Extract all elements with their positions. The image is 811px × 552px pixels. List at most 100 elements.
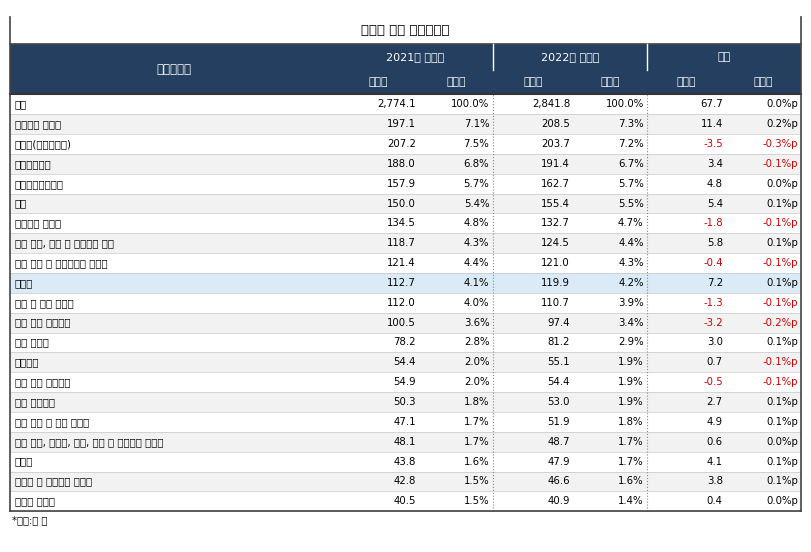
Bar — [10, 352, 801, 372]
Text: 121.4: 121.4 — [387, 258, 416, 268]
Text: 0.1%p: 0.1%p — [766, 238, 798, 248]
Text: 소매업(자동차제외): 소매업(자동차제외) — [15, 139, 71, 149]
Text: 1.7%: 1.7% — [618, 437, 644, 447]
Text: 118.7: 118.7 — [387, 238, 416, 248]
Text: 3.4%: 3.4% — [618, 317, 644, 328]
Bar — [10, 332, 801, 352]
Text: 124.5: 124.5 — [541, 238, 570, 248]
Text: 구성비: 구성비 — [446, 77, 466, 87]
Text: 47.1: 47.1 — [393, 417, 416, 427]
Text: 취업자: 취업자 — [369, 77, 388, 87]
Text: 48.7: 48.7 — [547, 437, 570, 447]
Text: 3.8: 3.8 — [707, 476, 723, 486]
Text: 5.8: 5.8 — [706, 238, 723, 248]
Text: 0.1%p: 0.1%p — [766, 199, 798, 209]
Text: 자동차 및 트레일러 제조업: 자동차 및 트레일러 제조업 — [15, 476, 92, 486]
Bar — [573, 70, 647, 94]
Text: 기타 개인 서비스업: 기타 개인 서비스업 — [15, 377, 70, 387]
Text: 0.7: 0.7 — [706, 357, 723, 367]
Text: -1.8: -1.8 — [703, 219, 723, 229]
Text: 4.8%: 4.8% — [464, 219, 489, 229]
Text: 0.1%p: 0.1%p — [766, 337, 798, 348]
Text: 산업중분류: 산업중분류 — [157, 63, 191, 76]
Text: 0.6: 0.6 — [706, 437, 723, 447]
Text: 공공 행정, 국방 및 사회보장 행정: 공공 행정, 국방 및 사회보장 행정 — [15, 238, 114, 248]
Text: 도매 및 상품 중개업: 도매 및 상품 중개업 — [15, 298, 73, 308]
Bar — [10, 114, 801, 134]
Text: -1.3: -1.3 — [703, 298, 723, 308]
Text: 110.7: 110.7 — [541, 298, 570, 308]
Text: 출판업: 출판업 — [15, 457, 33, 466]
Text: 97.4: 97.4 — [547, 317, 570, 328]
Bar — [10, 45, 338, 94]
Bar — [726, 70, 801, 94]
Text: 188.0: 188.0 — [387, 159, 416, 169]
Text: 100.5: 100.5 — [387, 317, 416, 328]
Text: 0.1%p: 0.1%p — [766, 417, 798, 427]
Text: 78.2: 78.2 — [393, 337, 416, 348]
Text: 부동산업: 부동산업 — [15, 357, 39, 367]
Text: -0.1%p: -0.1%p — [762, 258, 798, 268]
Text: 55.1: 55.1 — [547, 357, 570, 367]
Text: -0.4: -0.4 — [703, 258, 723, 268]
Text: 7.5%: 7.5% — [464, 139, 489, 149]
Text: 구성비: 구성비 — [600, 77, 620, 87]
Text: 2.8%: 2.8% — [464, 337, 489, 348]
Text: 1.6%: 1.6% — [618, 476, 644, 486]
Text: 3.9%: 3.9% — [618, 298, 644, 308]
Text: 육상 운송 및 파이프라인 운송업: 육상 운송 및 파이프라인 운송업 — [15, 258, 107, 268]
Bar — [10, 94, 801, 114]
Text: 132.7: 132.7 — [541, 219, 570, 229]
Text: 증감: 증감 — [718, 52, 731, 62]
Text: 4.1: 4.1 — [707, 457, 723, 466]
Text: 5.4%: 5.4% — [464, 199, 489, 209]
Text: 2.0%: 2.0% — [464, 377, 489, 387]
Text: 전체: 전체 — [15, 99, 27, 109]
Text: 농업: 농업 — [15, 199, 27, 209]
Text: 1.8%: 1.8% — [464, 397, 489, 407]
Text: 3.6%: 3.6% — [464, 317, 489, 328]
Text: 4.0%: 4.0% — [464, 298, 489, 308]
Text: 100.0%: 100.0% — [451, 99, 489, 109]
Text: 5.4: 5.4 — [706, 199, 723, 209]
Text: 155.4: 155.4 — [541, 199, 570, 209]
Text: 0.0%p: 0.0%p — [766, 179, 798, 189]
Bar — [10, 471, 801, 491]
Text: 2.9%: 2.9% — [618, 337, 644, 348]
Text: 6.7%: 6.7% — [618, 159, 644, 169]
Bar — [10, 17, 801, 45]
Text: 식료품 제조업: 식료품 제조업 — [15, 496, 54, 506]
Bar — [419, 70, 492, 94]
Text: 121.0: 121.0 — [541, 258, 570, 268]
Text: -0.5: -0.5 — [703, 377, 723, 387]
Text: 157.9: 157.9 — [387, 179, 416, 189]
Text: 구성비: 구성비 — [754, 77, 774, 87]
Text: 3.0: 3.0 — [707, 337, 723, 348]
Text: 0.0%p: 0.0%p — [766, 99, 798, 109]
Bar — [10, 134, 801, 154]
Text: 1.4%: 1.4% — [618, 496, 644, 506]
Text: 사업 지원 서비스업: 사업 지원 서비스업 — [15, 317, 70, 328]
Bar — [10, 194, 801, 214]
Text: 1.8%: 1.8% — [618, 417, 644, 427]
Bar — [10, 154, 801, 174]
Text: 4.3%: 4.3% — [618, 258, 644, 268]
Text: 5.7%: 5.7% — [618, 179, 644, 189]
Text: 1.7%: 1.7% — [464, 437, 489, 447]
Text: 0.4: 0.4 — [707, 496, 723, 506]
Text: 50.3: 50.3 — [393, 397, 416, 407]
Bar — [10, 214, 801, 233]
Text: 2,774.1: 2,774.1 — [377, 99, 416, 109]
Text: 119.9: 119.9 — [541, 278, 570, 288]
Bar — [647, 70, 726, 94]
Text: 0.2%p: 0.2%p — [766, 119, 798, 129]
Bar — [10, 412, 801, 432]
Bar — [10, 392, 801, 412]
Text: 48.1: 48.1 — [393, 437, 416, 447]
Text: -0.1%p: -0.1%p — [762, 377, 798, 387]
Text: 81.2: 81.2 — [547, 337, 570, 348]
Text: 5.7%: 5.7% — [464, 179, 489, 189]
Text: -0.1%p: -0.1%p — [762, 159, 798, 169]
Text: 1.7%: 1.7% — [464, 417, 489, 427]
Text: 취업자: 취업자 — [676, 77, 697, 87]
